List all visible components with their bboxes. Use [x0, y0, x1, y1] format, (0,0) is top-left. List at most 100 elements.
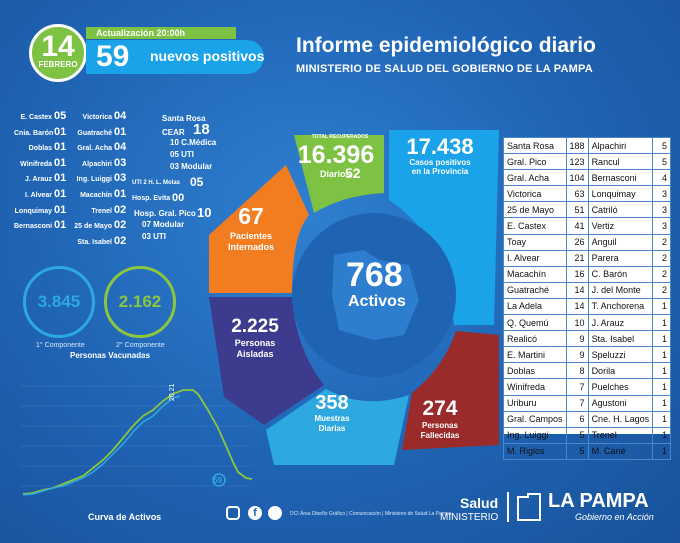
page-title: Informe epidemiológico diario [296, 34, 596, 57]
first-dose-value: 3.845 [37, 292, 81, 311]
active-curve-line-2 [22, 395, 181, 496]
count-cell: 14 [565, 297, 589, 316]
locality-cell: Parera [587, 249, 654, 267]
locality-cell: J. Arauz [587, 314, 654, 332]
locality-cell: Santa Rosa [503, 136, 567, 155]
locality-name: Victorica [82, 114, 112, 121]
locality-entry: Gral. Acha 04 [68, 141, 126, 153]
twitter-icon[interactable] [268, 506, 282, 520]
locality-cell: M. Cané [587, 442, 654, 460]
locality-name: Alpachiri [82, 160, 112, 168]
count-cell: 1 [652, 410, 671, 428]
instagram-icon[interactable] [226, 506, 240, 520]
locality-entry: Winifreda 01 [14, 157, 66, 169]
count-cell: 9 [565, 346, 589, 364]
locality-value: 01 [114, 125, 127, 138]
isolated-segment [209, 297, 324, 425]
santa-rosa-label: Santa Rosa [162, 114, 206, 123]
locality-entry: I. Alvear 01 [14, 188, 66, 200]
locality-value: 03 [114, 172, 127, 185]
locality-value: 01 [54, 188, 67, 200]
count-cell: 51 [565, 201, 589, 219]
second-dose-value: 2.162 [118, 292, 162, 311]
samples-label-2: Diarias [318, 424, 346, 433]
count-cell: 3 [652, 201, 671, 219]
footer-divider [507, 492, 509, 522]
locality-entry: Trenel 02 [68, 204, 126, 216]
locality-cell: E. Castex [503, 217, 567, 235]
ministerio-logo-text: MINISTERIO [440, 512, 499, 523]
locality-entry: Bernasconi 01 [14, 219, 66, 231]
curve-peak-label: 20.21 [169, 383, 176, 401]
locality-cell: M. Riglos [503, 442, 567, 460]
count-cell: 7 [565, 378, 589, 396]
slogan: Gobierno en Acción [575, 512, 654, 522]
table-row: E. Castex 41 Vertiz 3 [503, 217, 671, 235]
deaths-segment [402, 331, 499, 450]
second-dose-circle: 2.162 [104, 266, 176, 338]
locality-value: 05 [54, 110, 67, 122]
recovered-title: TOTAL RECUPERADOS [311, 134, 369, 140]
locality-entry: Doblas 01 [14, 141, 67, 153]
table-row: Winifreda 7 Puelches 1 [503, 378, 671, 396]
table-row: Realicó 9 Sta. Isabel 1 [503, 330, 671, 348]
locality-cell: T. Anchorena [587, 297, 654, 316]
table-row: I. Alvear 21 Parera 2 [503, 249, 671, 267]
table-row: Gral. Acha 104 Bernasconi 4 [503, 169, 671, 187]
table-row: Q. Quemú 10 J. Arauz 1 [503, 314, 671, 332]
table-row: Gral. Pico 123 Rancul 5 [503, 153, 671, 171]
locality-cell: Gral. Acha [503, 169, 567, 187]
count-cell: 5 [652, 153, 671, 171]
table-row: Guatraché 14 J. del Monte 2 [503, 281, 671, 299]
locality-name: Bernasconi [14, 223, 53, 231]
locality-value: 01 [54, 219, 67, 232]
locality-cell: Alpachiri [587, 136, 654, 155]
pico-item: 03 UTI [142, 232, 167, 241]
hospitalized-label-1: Pacientes [229, 231, 273, 241]
date-day: 14 [41, 30, 75, 63]
first-dose-circle: 3.845 [23, 266, 95, 338]
locality-value: 01 [54, 156, 67, 169]
locality-entry: Cnia. Barón01 [14, 126, 66, 138]
deaths-label-2: Fallecidas [420, 431, 460, 440]
samples-value: 358 [315, 392, 349, 414]
la-pampa-logo-text: LA PAMPA [548, 490, 649, 512]
locality-cell: Cne. H. Lagos [587, 410, 654, 428]
locality-entry: Lonquimay 01 [14, 203, 67, 216]
locality-cell: Gral. Campos [503, 410, 567, 428]
locality-cell: I. Alvear [503, 249, 567, 267]
second-dose-label: 2° Componente [116, 342, 165, 349]
count-cell: 3 [652, 185, 671, 203]
locality-cell: Realicó [503, 330, 567, 348]
locality-cell: Gral. Pico [503, 153, 567, 171]
locality-value: 02 [114, 203, 127, 216]
pico-label: Hosp. Gral. Pico [134, 209, 196, 218]
table-row: Toay 26 Anguil 2 [503, 233, 671, 251]
first-dose-label: 1° Componente [36, 342, 85, 349]
facebook-icon[interactable]: f [248, 506, 262, 520]
locality-name: Doblas [28, 145, 52, 153]
count-cell: 8 [565, 362, 589, 380]
table-row: Victorica 63 Lonquimay 3 [503, 185, 671, 203]
locality-value: 01 [54, 203, 67, 216]
cear-item: 03 Modular [170, 162, 213, 171]
locality-cell: Sta. Isabel [587, 330, 654, 348]
count-cell: 21 [565, 249, 589, 267]
recovered-daily-label: Diarios [320, 169, 351, 179]
recovered-value: 16.396 [297, 141, 375, 169]
locality-cell: Agustoni [587, 394, 654, 412]
locality-entry: Victorica 04 [68, 110, 127, 122]
active-curve-line-1 [22, 389, 253, 495]
count-cell: 41 [565, 217, 589, 235]
count-cell: 1 [652, 394, 671, 412]
isolated-label-1: Personas [234, 338, 276, 348]
count-cell: 1 [652, 346, 671, 364]
locality-cell: Bernasconi [587, 169, 654, 187]
locality-name: Guatraché [77, 129, 112, 137]
locality-cell: La Adela [503, 297, 567, 316]
curve-last-marker [212, 473, 226, 487]
salud-logo-text: Salud [460, 495, 499, 511]
date-month: FEBRERO [38, 60, 78, 69]
locality-value: 01 [54, 125, 67, 138]
count-cell: 9 [565, 330, 589, 348]
